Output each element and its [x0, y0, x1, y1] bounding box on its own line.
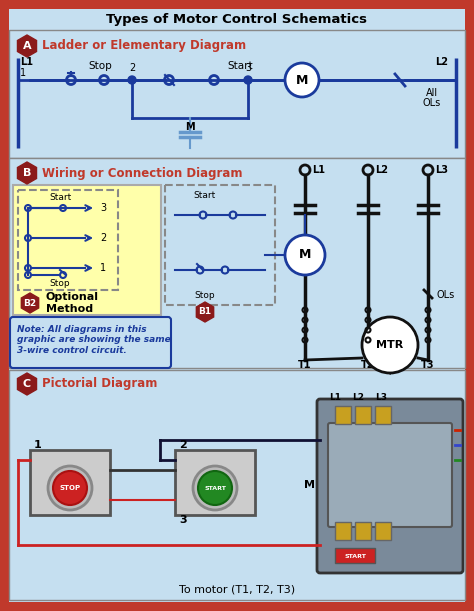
- FancyBboxPatch shape: [328, 423, 452, 527]
- Text: Stop: Stop: [195, 291, 215, 301]
- Text: All: All: [426, 88, 438, 98]
- Bar: [335, 522, 351, 540]
- Text: B2: B2: [23, 299, 36, 307]
- Circle shape: [53, 471, 87, 505]
- Text: Start: Start: [49, 192, 71, 202]
- Text: A: A: [23, 41, 31, 51]
- Circle shape: [285, 63, 319, 97]
- Bar: [335, 548, 375, 563]
- Text: Note: All diagrams in this
graphic are showing the same
3-wire control circuit.: Note: All diagrams in this graphic are s…: [17, 325, 171, 355]
- Text: 3: 3: [245, 63, 251, 73]
- Text: Stop: Stop: [50, 279, 70, 288]
- Text: Types of Motor Control Schematics: Types of Motor Control Schematics: [107, 13, 367, 26]
- Text: T2: T2: [361, 360, 375, 370]
- Circle shape: [285, 235, 325, 275]
- Text: 3: 3: [179, 515, 187, 525]
- Text: Optional
Method: Optional Method: [46, 292, 99, 314]
- Bar: [175, 450, 255, 515]
- Text: START: START: [204, 486, 226, 491]
- FancyBboxPatch shape: [10, 317, 171, 368]
- Text: Wiring or Connection Diagram: Wiring or Connection Diagram: [42, 167, 243, 180]
- Text: Start: Start: [194, 191, 216, 200]
- Text: L1: L1: [312, 165, 325, 175]
- Text: 3: 3: [100, 203, 106, 213]
- Text: L1: L1: [20, 57, 33, 67]
- Text: M: M: [304, 480, 316, 490]
- Text: L2: L2: [352, 393, 364, 403]
- Text: To motor (T1, T2, T3): To motor (T1, T2, T3): [179, 585, 295, 595]
- Circle shape: [198, 471, 232, 505]
- Text: L2: L2: [375, 165, 388, 175]
- Text: 2: 2: [129, 63, 135, 73]
- FancyBboxPatch shape: [317, 399, 463, 573]
- Text: T1: T1: [298, 360, 312, 370]
- Text: Start: Start: [227, 61, 253, 71]
- Text: M: M: [185, 122, 195, 132]
- Text: 2: 2: [179, 440, 187, 450]
- Text: L3: L3: [435, 165, 448, 175]
- Text: B: B: [23, 168, 31, 178]
- Text: OLs: OLs: [423, 98, 441, 108]
- Text: L1: L1: [329, 393, 341, 403]
- Bar: [9, 370, 465, 600]
- Text: START: START: [344, 554, 366, 558]
- Text: Stop: Stop: [88, 61, 112, 71]
- Bar: [375, 522, 391, 540]
- Bar: [355, 522, 371, 540]
- Circle shape: [128, 76, 136, 84]
- Text: Ladder or Elementary Diagram: Ladder or Elementary Diagram: [42, 40, 246, 53]
- Text: C: C: [23, 379, 31, 389]
- Circle shape: [193, 466, 237, 510]
- Circle shape: [244, 76, 252, 84]
- Text: M: M: [299, 249, 311, 262]
- Bar: [30, 450, 110, 515]
- Text: M: M: [296, 73, 308, 87]
- Text: L2: L2: [435, 57, 448, 67]
- Bar: [375, 406, 391, 424]
- Circle shape: [48, 466, 92, 510]
- Text: B1: B1: [199, 307, 211, 316]
- Text: 1: 1: [20, 68, 26, 78]
- Bar: [355, 406, 371, 424]
- Bar: [13, 185, 161, 315]
- Bar: [9, 30, 465, 158]
- Text: Pictorial Diagram: Pictorial Diagram: [42, 378, 157, 390]
- Circle shape: [362, 317, 418, 373]
- Bar: [9, 158, 465, 368]
- Text: 2: 2: [100, 233, 106, 243]
- Text: STOP: STOP: [59, 485, 81, 491]
- Text: MTR: MTR: [376, 340, 404, 350]
- Text: 1: 1: [34, 440, 42, 450]
- Bar: [335, 406, 351, 424]
- Text: T3: T3: [421, 360, 435, 370]
- Text: L3: L3: [375, 393, 387, 403]
- Text: 1: 1: [100, 263, 106, 273]
- Text: OLs: OLs: [437, 290, 455, 300]
